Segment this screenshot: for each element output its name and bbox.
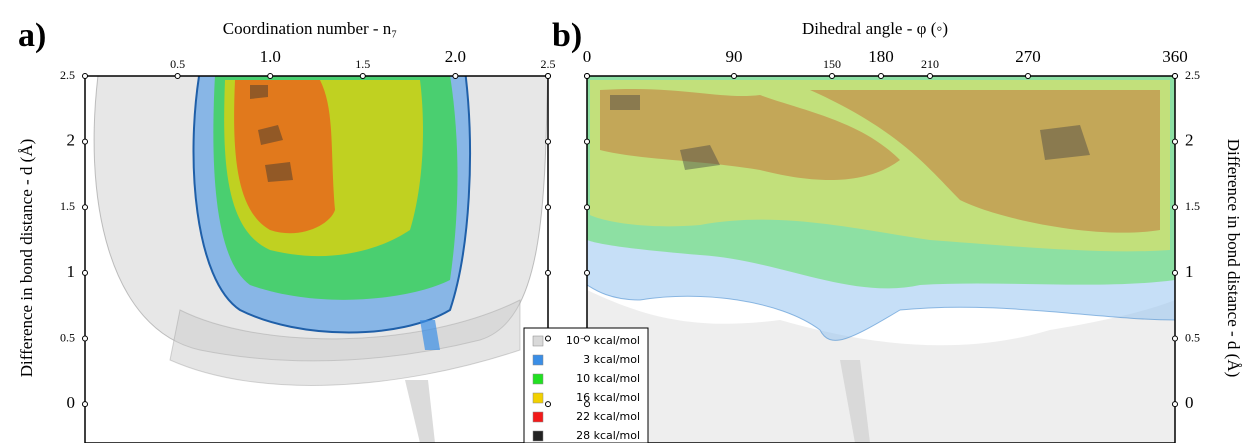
x-tick-label: 2.5	[541, 57, 556, 71]
x-tick-label: 180	[868, 47, 894, 66]
y-tick-label: 1.5	[1185, 199, 1200, 213]
y-tick-mark	[545, 335, 551, 342]
x-tick-label: 0.5	[170, 57, 185, 71]
y-tick-mark	[1172, 335, 1178, 342]
x-tick-mark	[359, 73, 366, 79]
x-tick-label: 150	[823, 57, 841, 71]
x-tick-mark	[731, 73, 737, 79]
surfaces-b	[587, 76, 1175, 443]
panel-label: a)	[18, 17, 46, 54]
x-tick-mark	[267, 73, 274, 79]
y-tick-label: 0	[1185, 393, 1194, 412]
y-tick-mark	[1172, 269, 1178, 276]
legend-swatch	[532, 335, 544, 347]
legend-label: 28 kcal/mol	[576, 429, 640, 442]
y-tick-mark	[545, 269, 551, 276]
y-tick-mark	[545, 204, 551, 211]
x-axis-title: Dihedral angle - φ (◦)	[802, 19, 948, 38]
y-tick-mark	[82, 401, 88, 408]
y-tick-mark	[82, 335, 88, 342]
y-axis-title: Difference in bond distance - d (Å)	[17, 139, 36, 378]
panel-label: b)	[552, 17, 582, 54]
x-tick-label: 270	[1015, 47, 1041, 66]
y-tick-mark	[584, 73, 590, 79]
y-tick-label: 2	[1185, 131, 1194, 150]
x-tick-mark	[452, 73, 459, 79]
y-tick-mark	[545, 401, 551, 408]
y-tick-mark	[545, 73, 551, 79]
legend-swatch	[532, 411, 544, 423]
y-tick-mark	[1172, 204, 1178, 211]
y-tick-mark	[82, 73, 88, 79]
y-tick-mark	[584, 269, 590, 276]
y-tick-label: 2	[67, 131, 76, 150]
x-tick-label: 360	[1162, 47, 1188, 66]
legend-label: 10 kcal/mol	[576, 372, 640, 385]
x-tick-label: 2.0	[445, 47, 466, 66]
y-tick-mark	[1172, 401, 1178, 408]
legend: 10⁻³ kcal/mol 3 kcal/mol 10 kcal/mol 16 kca…	[523, 327, 649, 443]
y-tick-label: 0.5	[1185, 330, 1200, 344]
x-tick-mark	[927, 73, 933, 79]
y-tick-label: 1	[1185, 262, 1194, 281]
y-tick-mark	[1172, 73, 1178, 79]
legend-swatch	[532, 392, 544, 404]
y-tick-mark	[584, 204, 590, 211]
x-tick-label: 1.0	[260, 47, 281, 66]
y-tick-mark	[545, 138, 551, 145]
y-tick-label: 1	[67, 262, 76, 281]
legend-swatch	[532, 373, 544, 385]
x-tick-label: 90	[726, 47, 743, 66]
plot-frame-a	[84, 75, 549, 443]
y-tick-mark	[584, 138, 590, 145]
y-tick-mark	[82, 269, 88, 276]
y-tick-label: 2.5	[60, 68, 75, 82]
legend-swatch	[532, 430, 544, 442]
y-tick-mark	[82, 138, 88, 145]
legend-label: 16 kcal/mol	[576, 391, 640, 404]
x-tick-label: 0	[583, 47, 592, 66]
x-tick-label: 1.5	[355, 57, 370, 71]
x-tick-label: 210	[921, 57, 939, 71]
legend-label: 22 kcal/mol	[576, 410, 640, 423]
y-tick-mark	[584, 335, 590, 342]
x-tick-mark	[829, 73, 835, 79]
legend-swatch	[532, 354, 544, 366]
legend-label: 3 kcal/mol	[583, 353, 640, 366]
y-tick-mark	[584, 401, 590, 408]
x-tick-mark	[174, 73, 181, 79]
y-tick-mark	[1172, 138, 1178, 145]
x-axis-title: Coordination number - n₇	[223, 19, 398, 38]
legend-label: 10⁻³ kcal/mol	[566, 334, 640, 347]
y-tick-label: 0.5	[60, 330, 75, 344]
y-tick-mark	[82, 204, 88, 211]
x-tick-mark	[1025, 73, 1031, 79]
x-tick-mark	[878, 73, 884, 79]
legend-box	[523, 327, 649, 443]
y-tick-label: 0	[67, 393, 76, 412]
y-axis-title: Difference in bond distance - d (Å)	[1224, 139, 1243, 378]
y-tick-label: 2.5	[1185, 68, 1200, 82]
y-tick-label: 1.5	[60, 199, 75, 213]
surfaces-a	[93, 76, 548, 443]
